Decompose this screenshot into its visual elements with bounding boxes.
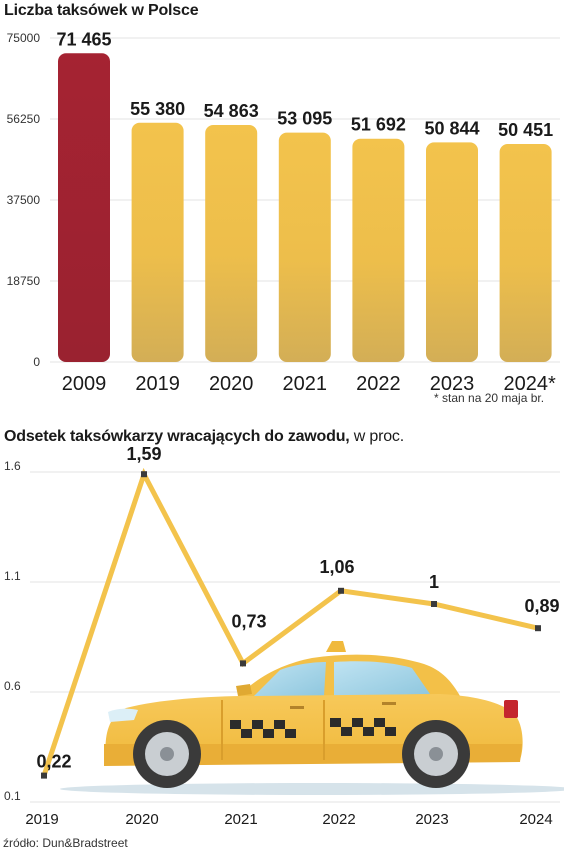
- checker-square: [274, 720, 285, 729]
- bar-y-tick-label: 37500: [7, 193, 41, 207]
- checker-square: [363, 727, 374, 736]
- bar-y-tick-label: 56250: [7, 112, 41, 126]
- line-chart-y-axis: 1.6 1.1 0.6 0.1: [4, 459, 21, 803]
- line-x-tick-label: 2019: [25, 811, 58, 828]
- line-x-tick-label: 2023: [415, 811, 448, 828]
- bar-chart-title: Liczba taksówek w Polsce: [4, 2, 199, 19]
- line-point-2020: [141, 471, 147, 478]
- checker-square: [341, 727, 352, 736]
- bar-2023: [426, 142, 478, 362]
- line-chart-value-labels: 0,22 1,59 0,73 1,06 1 0,89: [36, 444, 559, 771]
- line-chart-series: [41, 467, 539, 777]
- checker-square: [330, 718, 341, 727]
- bar-category-label: 2020: [209, 373, 254, 395]
- bar-category-label: 2019: [135, 373, 180, 395]
- line-y-tick-label: 0.6: [4, 679, 21, 693]
- checker-square: [385, 727, 396, 736]
- checker-square: [352, 718, 363, 727]
- bar-value-label: 55 380: [130, 99, 185, 119]
- bar-2019: [131, 122, 184, 363]
- bar-2021: [278, 132, 331, 362]
- checker-square: [374, 718, 385, 727]
- bar-chart-x-axis: 2009 2019 2020 2021 2022 2023 2024*: [62, 373, 556, 395]
- checker-square: [241, 729, 252, 738]
- taxi-illustration: [60, 641, 564, 795]
- line-series-path: [41, 467, 539, 777]
- bar-category-label: 2009: [62, 373, 107, 395]
- bar-category-label: 2023: [430, 373, 475, 395]
- line-x-tick-label: 2024: [519, 811, 552, 828]
- bar-2009: [58, 53, 110, 362]
- line-y-tick-label: 1.6: [4, 459, 21, 473]
- bar-value-label: 51 692: [351, 115, 406, 135]
- bar-value-label: 50 451: [498, 120, 553, 140]
- line-value-label: 1: [429, 572, 439, 592]
- line-chart-points: [41, 471, 541, 779]
- bar-y-tick-label: 0: [33, 355, 40, 369]
- line-chart-title: Odsetek taksówkarzy wracających do zawod…: [4, 428, 404, 446]
- bar-value-label: 54 863: [204, 101, 259, 121]
- bar-category-label: 2024*: [503, 373, 555, 395]
- bar-value-label: 50 844: [424, 118, 479, 138]
- checker-square: [285, 729, 296, 738]
- line-value-label: 1,59: [126, 444, 161, 464]
- line-value-label: 0,89: [524, 596, 559, 616]
- bar-value-label: 71 465: [56, 29, 111, 49]
- line-x-tick-label: 2021: [224, 811, 257, 828]
- bar-y-tick-label: 18750: [7, 274, 41, 288]
- bar-2020: [205, 124, 258, 362]
- line-chart-title-main: Odsetek taksówkarzy wracających do zawod…: [4, 428, 350, 445]
- bar-value-label: 53 095: [277, 109, 332, 129]
- line-x-tick-label: 2022: [322, 811, 355, 828]
- line-point-2022: [338, 587, 344, 594]
- bar-2022: [352, 138, 405, 362]
- bar-category-label: 2022: [356, 373, 401, 395]
- line-value-label: 0,73: [231, 611, 266, 631]
- line-x-tick-label: 2020: [125, 811, 158, 828]
- line-point-2024: [535, 625, 541, 632]
- line-y-tick-label: 0.1: [4, 789, 21, 803]
- line-y-tick-label: 1.1: [4, 569, 21, 583]
- checker-square: [230, 720, 241, 729]
- source-note: źródło: Dun&Bradstreet: [3, 836, 128, 850]
- line-value-label: 0,22: [36, 752, 71, 772]
- bar-chart-bars: [58, 53, 552, 363]
- checker-square: [252, 720, 263, 729]
- bar-2024*: [499, 144, 552, 362]
- bar-chart-y-axis: 75000 56250 37500 18750 0: [7, 31, 41, 369]
- line-chart-x-axis: 2019 2020 2021 2022 2023 2024: [25, 811, 552, 828]
- checker-square: [263, 729, 274, 738]
- bar-y-tick-label: 75000: [7, 31, 41, 45]
- line-point-2019: [41, 772, 47, 779]
- bar-category-label: 2021: [283, 373, 328, 395]
- bar-chart-value-labels: 71 465 55 380 54 863 53 095 51 692 50 844 50 4…: [56, 29, 553, 140]
- line-point-2021: [240, 660, 246, 667]
- bar-chart-note: * stan na 20 maja br.: [434, 391, 545, 405]
- line-chart-subtitle: w proc.: [353, 428, 404, 445]
- line-point-2023: [431, 601, 437, 607]
- line-value-label: 1,06: [319, 557, 354, 577]
